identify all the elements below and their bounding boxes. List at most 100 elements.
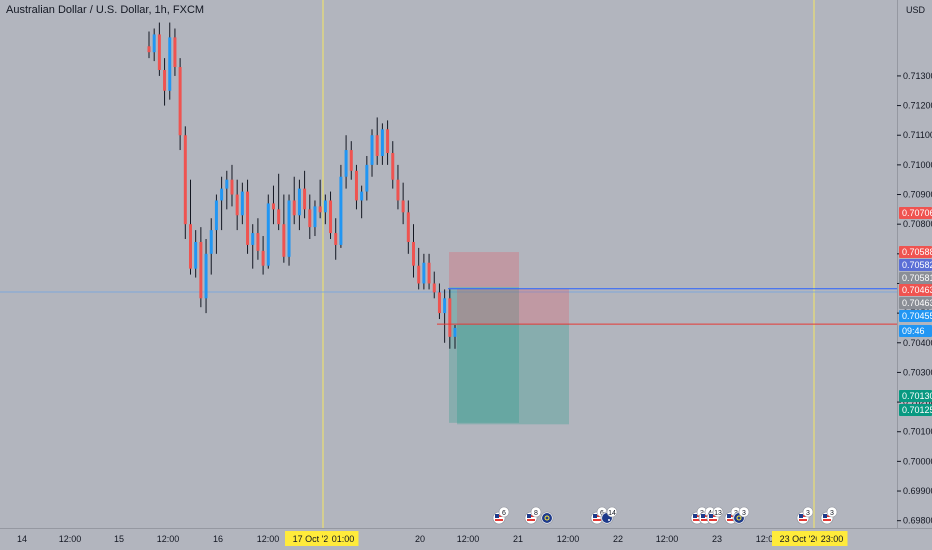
- price-tag-label: 0.70455: [902, 311, 932, 321]
- price-tag: [899, 404, 932, 416]
- candle-body: [230, 179, 234, 195]
- event-count-badge: [530, 506, 542, 518]
- price-tag: [899, 246, 932, 258]
- candle-body: [365, 164, 369, 192]
- stop-loss-zone: [457, 288, 569, 325]
- price-tick-label: 0.71100: [903, 130, 932, 140]
- flag-stripe: [727, 519, 735, 521]
- candle-body: [422, 262, 426, 284]
- event-count: 6: [502, 510, 506, 517]
- time-tick-label: 12:00: [157, 534, 180, 544]
- flag-canton: [727, 514, 731, 518]
- candle-body: [240, 191, 244, 216]
- us-flag-icon: 3: [820, 506, 838, 525]
- candle-body: [427, 262, 431, 284]
- price-tag-label: 0.70463: [902, 298, 932, 308]
- candle-body: [199, 241, 203, 299]
- flag-stripe: [823, 519, 831, 521]
- price-tag-label: 0.70706: [902, 208, 932, 218]
- candle-body: [329, 200, 333, 234]
- candle-body: [173, 37, 177, 68]
- us-flag-icon: 3: [796, 506, 814, 525]
- candle-body: [157, 34, 161, 70]
- time-tick-label: 21: [513, 534, 523, 544]
- candle-body: [261, 250, 265, 266]
- candle-body: [401, 200, 405, 213]
- time-tick-label: 12:00: [756, 534, 779, 544]
- flag-stripe: [495, 519, 503, 521]
- candle-body: [287, 200, 291, 257]
- candle-body: [209, 230, 213, 254]
- candle-body: [256, 233, 260, 251]
- candle-body: [391, 153, 395, 180]
- candle-body: [349, 150, 353, 171]
- event-count-badge: [826, 506, 838, 518]
- event-count: 8: [534, 510, 538, 517]
- price-tag-label: 09:46: [902, 326, 925, 336]
- candle-body: [339, 176, 343, 245]
- time-tick-label: 12:00: [59, 534, 82, 544]
- time-tick-label: 12:00: [656, 534, 679, 544]
- time-highlight: [816, 531, 848, 546]
- flag-canton: [693, 514, 697, 518]
- time-tick-label: 16: [213, 534, 223, 544]
- candle-body: [386, 129, 390, 154]
- event-count-badge: [498, 506, 510, 518]
- time-highlight: [285, 531, 341, 546]
- price-tag: [899, 259, 932, 271]
- candle-body: [406, 212, 410, 242]
- event-count-badge: [712, 506, 724, 518]
- flag-canton: [495, 514, 499, 518]
- candle-body: [313, 206, 317, 228]
- candle-body: [380, 129, 384, 156]
- time-tick-label: 17 Oct '20: [293, 534, 334, 544]
- time-tick-label: 12:00: [557, 534, 580, 544]
- candle-body: [168, 37, 172, 91]
- candle-body: [370, 135, 374, 165]
- flag-canton: [527, 514, 531, 518]
- candle-body: [225, 179, 229, 189]
- candle-body: [437, 292, 441, 314]
- us-flag-icon: 13: [706, 506, 724, 525]
- candle-body: [417, 265, 421, 284]
- time-tick-label: 22: [613, 534, 623, 544]
- candle-body: [453, 327, 457, 337]
- flag-star: [608, 519, 610, 521]
- flag-stripe: [527, 519, 535, 521]
- price-tag-label: 0.70581: [902, 273, 932, 283]
- candle-body: [178, 67, 182, 136]
- time-tick-label: 20: [415, 534, 425, 544]
- event-count: 3: [806, 510, 810, 517]
- flag-field: [542, 513, 552, 523]
- candle-body: [443, 298, 447, 314]
- candle-body: [194, 241, 198, 269]
- candle-body: [214, 200, 218, 231]
- time-highlight: [772, 531, 828, 546]
- time-tick-label: 01:00: [332, 534, 355, 544]
- flag-stars: [736, 515, 742, 521]
- candle-body: [323, 200, 327, 213]
- candle-body: [308, 209, 312, 228]
- price-tag: [899, 390, 932, 402]
- price-tag-label: 0.70130: [902, 391, 932, 401]
- candle-body: [204, 253, 208, 299]
- time-tick-label: 23: [712, 534, 722, 544]
- flag-stripe: [701, 519, 709, 521]
- event-count-badge: [802, 506, 814, 518]
- price-tag: [899, 272, 932, 284]
- take-profit-zone: [457, 324, 569, 425]
- price-tag: [899, 297, 932, 309]
- candle-body: [396, 179, 400, 201]
- event-count: 3: [742, 510, 746, 517]
- event-count: 3: [830, 510, 834, 517]
- flag-canton: [701, 514, 705, 518]
- flag-canton: [799, 514, 803, 518]
- flag-canton: [823, 514, 827, 518]
